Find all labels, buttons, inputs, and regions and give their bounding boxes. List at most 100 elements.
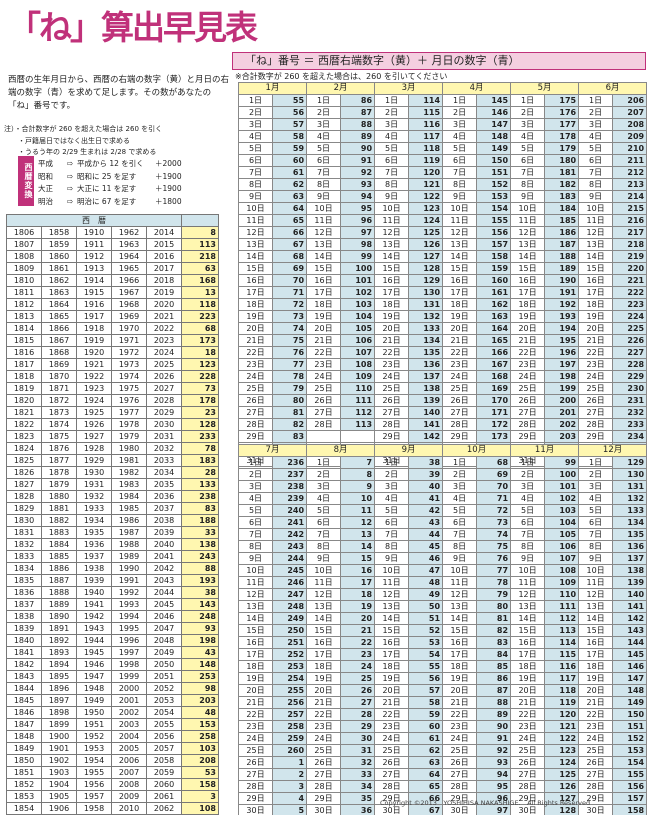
- year-number-cell: 83: [181, 502, 219, 515]
- table-row: 22日 257 22日 28 22日 59 22日 89 22日 120 22日 150: [238, 708, 648, 721]
- year-cell: 1867: [41, 334, 77, 347]
- day-number-cell: 61: [271, 166, 308, 179]
- year-cell: 1840: [6, 634, 42, 647]
- day-number-cell: 212: [612, 166, 648, 179]
- day-cell: 10日: [578, 564, 614, 577]
- year-cell: 1891: [41, 622, 77, 635]
- day-cell: 6日: [510, 154, 546, 167]
- day-cell: 13日: [442, 600, 478, 613]
- day-number-cell: 79: [476, 588, 512, 601]
- day-cell: 7日: [578, 528, 614, 541]
- day-number-cell: 176: [544, 106, 580, 119]
- table-row: 16日 70 16日 101 16日 129 16日 160 16日 190 16日 221: [238, 274, 648, 287]
- table-row: 1849 1901 1953 2005 2057 103: [6, 742, 219, 755]
- day-cell: 15日: [510, 624, 546, 637]
- year-cell: 1958: [76, 802, 112, 815]
- year-cell: 1843: [6, 670, 42, 683]
- day-number-cell: 121: [408, 178, 444, 191]
- year-cell: 1933: [76, 502, 112, 515]
- day-number-cell: 109: [340, 370, 376, 383]
- day-number-cell: 206: [612, 94, 648, 107]
- day-number-cell: 207: [612, 106, 648, 119]
- note-item: 注）・合計数字が 260 を超えた場合は 260 を引く: [4, 125, 163, 133]
- day-cell: 2日: [238, 106, 273, 119]
- day-number-cell: 47: [408, 564, 444, 577]
- day-number-cell: 168: [476, 370, 512, 383]
- day-cell: 27日: [374, 406, 410, 419]
- day-cell: 6日: [578, 154, 614, 167]
- table-row: 19日 73 19日 104 19日 132 19日 163 19日 193 19日 224: [238, 310, 648, 323]
- year-number-cell: 98: [181, 682, 219, 695]
- day-cell: 11日: [238, 214, 273, 227]
- day-number-cell: 190: [544, 274, 580, 287]
- day-cell: 7日: [442, 166, 478, 179]
- year-cell: 2052: [146, 682, 182, 695]
- year-cell: 1998: [111, 658, 147, 671]
- day-number-cell: 70: [476, 480, 512, 493]
- year-cell: 1953: [76, 742, 112, 755]
- day-cell: 19日: [306, 672, 342, 685]
- day-cell: 13日: [510, 238, 546, 251]
- day-cell: 30日: [238, 804, 273, 815]
- day-number-cell: 45: [408, 540, 444, 553]
- table-row: 1837 1889 1941 1993 2045 143: [6, 598, 219, 611]
- day-cell: 4日: [442, 492, 478, 505]
- day-number-cell: 88: [476, 696, 512, 709]
- table-row: 10日 64 10日 95 10日 123 10日 154 10日 184 10日 215: [238, 202, 648, 215]
- day-cell: 25日: [238, 744, 273, 757]
- day-number-cell: 181: [544, 166, 580, 179]
- day-cell: 16日: [510, 636, 546, 649]
- day-number-cell: 135: [612, 528, 648, 541]
- day-cell: 26日: [578, 756, 614, 769]
- day-cell: 2日: [442, 468, 478, 481]
- day-cell: 24日: [374, 370, 410, 383]
- day-cell: 6日: [238, 516, 273, 529]
- day-number-cell: 67: [271, 238, 308, 251]
- day-number-cell: 128: [408, 262, 444, 275]
- day-number-cell: 41: [408, 492, 444, 505]
- day-number-cell: 156: [612, 780, 648, 793]
- day-number-cell: 129: [612, 456, 648, 469]
- year-cell: 1932: [76, 490, 112, 503]
- day-cell: 6日: [442, 154, 478, 167]
- year-cell: 1905: [41, 790, 77, 803]
- day-number-cell: 137: [408, 370, 444, 383]
- day-number-cell: 241: [271, 516, 308, 529]
- year-cell: 1992: [111, 586, 147, 599]
- year-cell: 1930: [76, 466, 112, 479]
- day-cell: 21日: [238, 696, 273, 709]
- day-cell: 27日: [374, 768, 410, 781]
- day-cell: 8日: [442, 178, 478, 191]
- year-number-cell: 23: [181, 406, 219, 419]
- day-cell: 29日: [442, 430, 478, 443]
- year-cell: 1967: [111, 286, 147, 299]
- day-cell: 4日: [306, 492, 342, 505]
- year-cell: 1997: [111, 646, 147, 659]
- month-header-row: 7月 8月 9月 10月 11月 12月: [237, 444, 648, 457]
- year-number-cell: 238: [181, 490, 219, 503]
- day-number-cell: 105: [544, 528, 580, 541]
- day-number-cell: 18: [340, 588, 376, 601]
- day-cell: 22日: [510, 346, 546, 359]
- day-number-cell: 157: [612, 792, 648, 805]
- day-number-cell: 95: [340, 202, 376, 215]
- day-cell: 2日: [238, 468, 273, 481]
- day-cell: 12日: [238, 588, 273, 601]
- arrow-icon: ⇨: [66, 159, 74, 168]
- day-cell: 16日: [442, 636, 478, 649]
- year-cell: 2015: [146, 238, 182, 251]
- table-row: 1817 1869 1921 1973 2025 123: [6, 358, 219, 371]
- day-cell: 22日: [578, 346, 614, 359]
- year-cell: 1996: [111, 634, 147, 647]
- day-cell: 20日: [442, 684, 478, 697]
- year-table: 西 暦 1806 1858 1910 1962 2014 8 1807 1859 1911 196…: [6, 214, 219, 815]
- day-number-cell: 243: [271, 540, 308, 553]
- day-cell: 13日: [578, 238, 614, 251]
- year-cell: 2036: [146, 490, 182, 503]
- day-cell: 1日: [578, 94, 614, 107]
- year-cell: 2059: [146, 766, 182, 779]
- table-row: 26日 80 26日 111 26日 139 26日 170 26日 200 26日 231: [238, 394, 648, 407]
- year-table-header: 西 暦: [6, 214, 182, 227]
- day-cell: 17日: [238, 286, 273, 299]
- day-number-cell: 56: [271, 106, 308, 119]
